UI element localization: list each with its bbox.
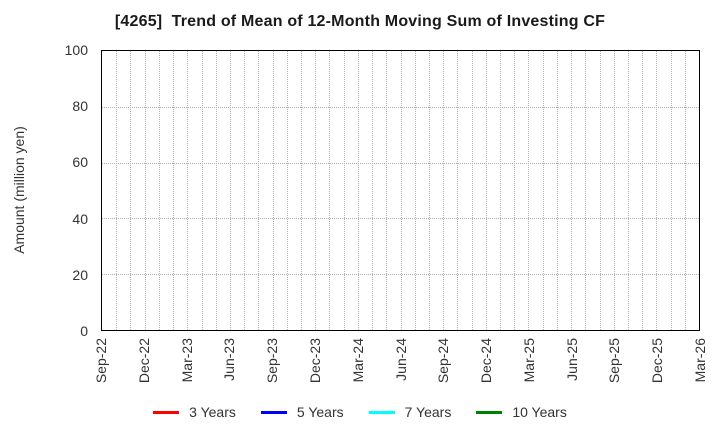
vertical-gridline	[116, 51, 118, 330]
vertical-gridline	[443, 51, 445, 330]
vertical-gridline	[585, 51, 587, 330]
vertical-gridline	[400, 51, 402, 330]
vertical-gridline	[684, 51, 686, 330]
vertical-gridline	[414, 51, 416, 330]
vertical-gridline	[500, 51, 501, 330]
y-tick-label: 20	[72, 266, 88, 283]
vertical-gridline	[130, 51, 132, 330]
vertical-gridline	[244, 51, 246, 330]
vertical-gridline	[357, 51, 359, 330]
y-tick-label: 100	[64, 42, 88, 58]
vertical-gridline	[144, 51, 146, 330]
vertical-gridline	[372, 51, 374, 330]
vertical-gridline	[173, 51, 175, 330]
vertical-gridline	[542, 51, 544, 330]
legend-item: 3 Years	[153, 404, 236, 420]
legend-line-swatch	[260, 410, 287, 414]
y-tick-label: 0	[80, 323, 88, 339]
vertical-gridline	[627, 51, 629, 330]
vertical-gridline	[187, 51, 189, 330]
vertical-gridline	[457, 51, 459, 330]
vertical-gridline	[528, 51, 530, 330]
horizontal-gridline	[102, 218, 699, 220]
y-tick-label: 80	[72, 98, 88, 115]
vertical-gridline	[642, 51, 644, 330]
vertical-gridline	[386, 51, 388, 330]
legend-line-swatch	[368, 410, 395, 414]
legend-line-swatch	[476, 410, 503, 414]
vertical-gridline	[613, 51, 615, 330]
vertical-gridline	[329, 51, 331, 330]
legend-label: 10 Years	[512, 404, 567, 420]
legend-item: 10 Years	[476, 404, 567, 420]
vertical-gridline	[258, 51, 260, 330]
horizontal-gridline	[102, 106, 699, 108]
vertical-gridline	[343, 51, 345, 330]
vertical-gridline	[301, 51, 302, 330]
vertical-gridline	[229, 51, 231, 330]
y-tick-label: 60	[72, 154, 88, 171]
legend-item: 7 Years	[368, 404, 452, 420]
legend-label: 7 Years	[404, 404, 452, 420]
vertical-gridline	[315, 51, 317, 330]
chart-title: [4265] Trend of Mean of 12-Month Moving …	[114, 13, 606, 30]
vertical-gridline	[485, 51, 487, 330]
horizontal-gridline	[102, 274, 699, 276]
vertical-gridline	[201, 51, 203, 330]
vertical-gridline	[428, 51, 430, 330]
y-axis-label: Amount (million yen)	[11, 126, 27, 254]
vertical-gridline	[286, 51, 288, 330]
vertical-gridline	[158, 51, 160, 330]
vertical-gridline	[272, 51, 274, 330]
vertical-gridline	[670, 51, 672, 330]
legend-label: 3 Years	[189, 404, 236, 420]
legend-line-swatch	[153, 410, 180, 414]
y-tick-label: 40	[72, 210, 88, 227]
vertical-gridline	[471, 51, 473, 330]
vertical-gridline	[571, 51, 573, 330]
vertical-gridline	[215, 51, 217, 330]
legend-item: 5 Years	[260, 404, 344, 420]
vertical-gridline	[556, 51, 558, 330]
horizontal-gridline	[102, 162, 699, 164]
plot-area	[101, 50, 700, 331]
vertical-gridline	[514, 51, 516, 330]
vertical-gridline	[599, 51, 601, 330]
vertical-gridline	[656, 51, 658, 330]
legend-label: 5 Years	[296, 404, 344, 420]
legend: 3 Years 5 Years 7 Years 10 Years	[0, 404, 720, 420]
